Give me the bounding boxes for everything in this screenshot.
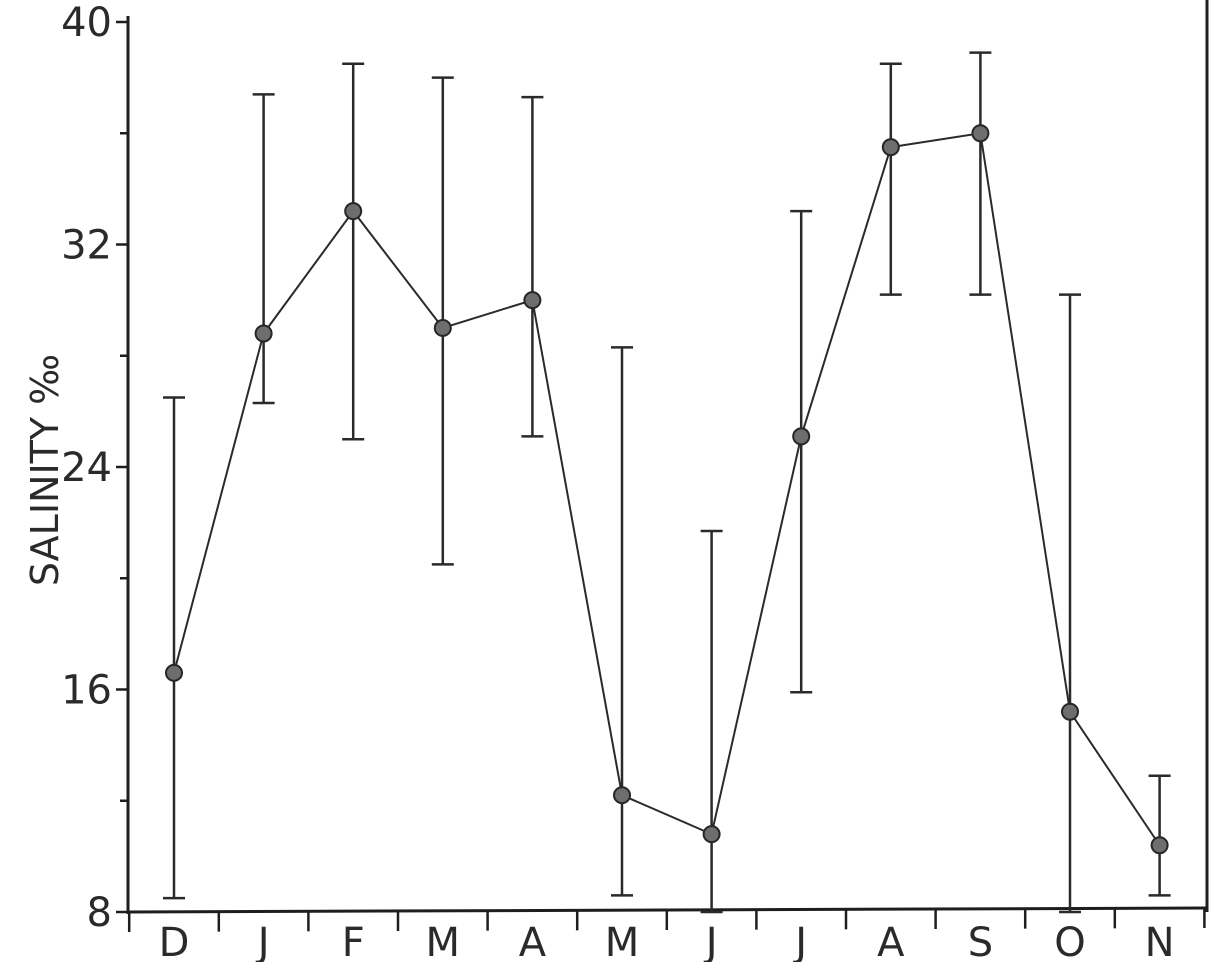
x-tick-label: S	[968, 920, 993, 962]
x-tick-label: A	[519, 920, 547, 962]
data-point	[613, 786, 631, 805]
x-tick-label: A	[877, 920, 905, 962]
ticks	[116, 20, 1206, 932]
x-tick-label: D	[159, 920, 190, 962]
y-tick-label: 8	[87, 890, 112, 936]
error-bars	[163, 51, 1171, 914]
data-points	[165, 124, 1169, 855]
labels: SALINITY ‰ 8 16 24 32 40 D J F M A M J J A S O N	[23, 0, 1175, 966]
x-tick-label: J	[703, 920, 718, 962]
x-tick-label: J	[255, 920, 270, 962]
data-point	[1061, 702, 1079, 721]
data-point	[433, 318, 452, 337]
data-point	[254, 324, 273, 343]
series-line	[173, 132, 1161, 846]
axes	[126, 0, 1209, 914]
x-tick-label: N	[1145, 920, 1175, 962]
data-point	[971, 124, 990, 143]
x-tick-label: M	[426, 920, 461, 962]
x-tick-label: F	[342, 920, 365, 962]
series	[173, 132, 1161, 846]
data-point	[881, 138, 900, 157]
data-point	[165, 663, 183, 682]
data-point	[792, 427, 811, 446]
x-tick-label: M	[605, 920, 640, 962]
data-point	[1150, 836, 1169, 855]
x-tick-label: O	[1054, 920, 1085, 962]
y-tick-label: 16	[61, 668, 112, 714]
data-point	[344, 202, 363, 221]
y-axis-title: SALINITY ‰	[23, 354, 67, 586]
y-tick-label: 32	[61, 223, 112, 269]
data-point	[702, 825, 721, 844]
data-point	[523, 291, 542, 310]
y-tick-label: 24	[61, 445, 112, 491]
x-tick-label: J	[792, 920, 807, 962]
y-tick-label: 40	[61, 0, 112, 46]
